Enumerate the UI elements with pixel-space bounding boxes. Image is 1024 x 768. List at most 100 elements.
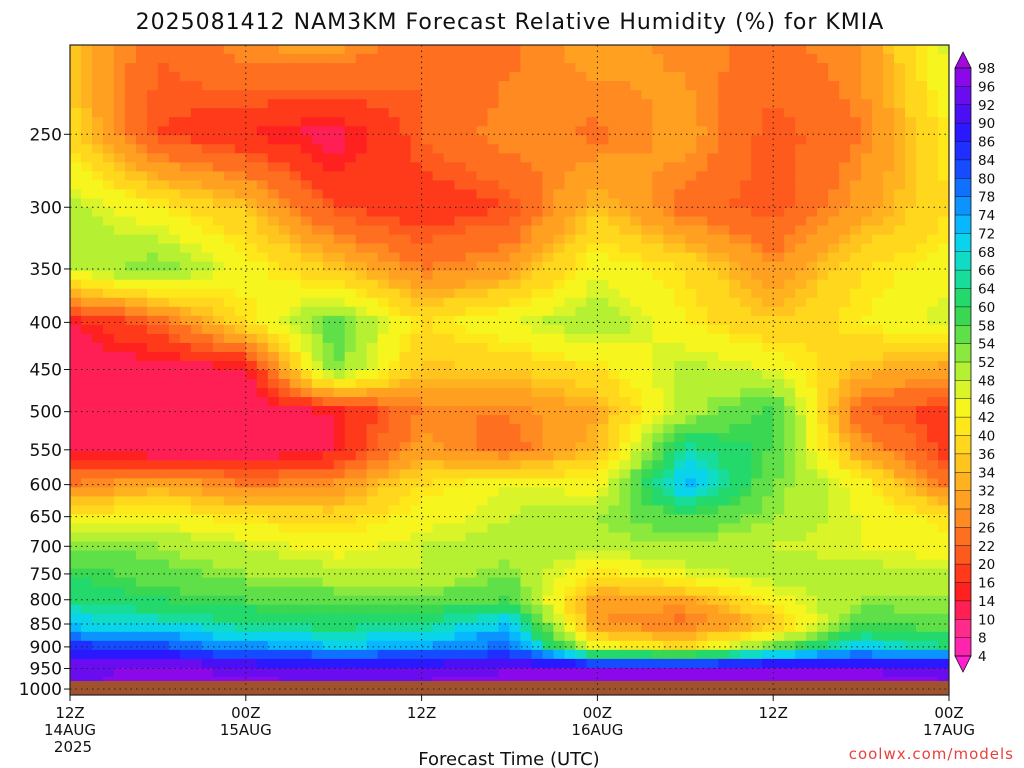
rh-cell bbox=[509, 252, 522, 263]
rh-cell bbox=[861, 135, 873, 145]
rh-cell bbox=[432, 315, 445, 326]
rh-cell bbox=[443, 559, 456, 570]
rh-cell bbox=[674, 99, 686, 109]
rh-cell bbox=[201, 550, 214, 561]
rh-cell bbox=[498, 424, 511, 434]
rh-cell bbox=[102, 252, 115, 263]
rh-cell bbox=[938, 586, 949, 597]
rh-cell bbox=[619, 433, 631, 443]
rh-cell bbox=[641, 460, 653, 470]
rh-cell bbox=[839, 550, 851, 561]
rh-cell bbox=[344, 397, 357, 407]
rh-cell bbox=[795, 360, 807, 371]
rh-cell bbox=[102, 270, 115, 281]
rh-cell bbox=[894, 460, 906, 470]
rh-cell bbox=[223, 108, 236, 118]
rh-cell bbox=[421, 99, 434, 109]
rh-cell bbox=[531, 207, 544, 218]
rh-cell bbox=[685, 153, 697, 163]
rh-cell bbox=[542, 243, 555, 254]
rh-cell bbox=[355, 586, 368, 597]
rh-cell bbox=[729, 126, 741, 136]
rh-cell bbox=[443, 81, 456, 91]
rh-cell bbox=[190, 586, 203, 597]
rh-cell bbox=[135, 433, 148, 443]
rh-cell bbox=[102, 397, 115, 407]
rh-cell bbox=[883, 478, 895, 488]
rh-cell bbox=[487, 108, 500, 118]
rh-cell bbox=[421, 207, 434, 218]
rh-cell bbox=[135, 397, 148, 407]
rh-cell bbox=[872, 379, 884, 389]
rh-cell bbox=[564, 415, 577, 425]
rh-cell bbox=[344, 604, 357, 615]
rh-cell bbox=[520, 108, 533, 118]
rh-cell bbox=[597, 397, 609, 407]
rh-cell bbox=[520, 153, 533, 163]
rh-cell bbox=[663, 406, 675, 416]
rh-cell bbox=[70, 595, 82, 606]
rh-cell bbox=[399, 180, 412, 191]
rh-cell bbox=[498, 135, 511, 145]
rh-cell bbox=[883, 342, 895, 353]
rh-cell bbox=[201, 216, 214, 227]
rh-cell bbox=[938, 252, 949, 263]
rh-cell bbox=[751, 270, 763, 281]
rh-cell bbox=[608, 397, 620, 407]
rh-cell bbox=[696, 406, 708, 416]
rh-cell bbox=[685, 333, 697, 344]
rh-cell bbox=[443, 550, 456, 561]
rh-cell bbox=[300, 234, 313, 245]
rh-cell bbox=[454, 424, 467, 434]
rh-cell bbox=[630, 180, 642, 191]
rh-cell bbox=[487, 469, 500, 479]
rh-cell bbox=[872, 442, 884, 452]
rh-cell bbox=[212, 370, 225, 380]
rh-cell bbox=[630, 550, 642, 561]
rh-cell bbox=[839, 324, 851, 335]
rh-cell bbox=[938, 207, 949, 218]
rh-cell bbox=[773, 505, 785, 516]
rh-cell bbox=[608, 360, 620, 371]
rh-cell bbox=[729, 54, 741, 64]
rh-cell bbox=[124, 90, 137, 100]
rh-cell bbox=[718, 135, 730, 145]
rh-cell bbox=[531, 559, 544, 570]
rh-cell bbox=[795, 144, 807, 154]
rh-cell bbox=[795, 297, 807, 308]
rh-cell bbox=[91, 252, 104, 263]
rh-cell bbox=[278, 388, 291, 398]
rh-cell bbox=[256, 135, 269, 145]
rh-cell bbox=[80, 180, 93, 191]
rh-cell bbox=[168, 180, 181, 191]
rh-cell bbox=[784, 559, 796, 570]
rh-cell bbox=[872, 478, 884, 488]
rh-cell bbox=[190, 162, 203, 172]
rh-cell bbox=[465, 72, 478, 82]
rh-cell bbox=[685, 505, 697, 516]
rh-cell bbox=[806, 324, 818, 335]
rh-cell bbox=[410, 45, 423, 55]
rh-cell bbox=[652, 388, 664, 398]
rh-cell bbox=[454, 270, 467, 281]
rh-cell bbox=[762, 54, 774, 64]
rh-cell bbox=[784, 577, 796, 588]
rh-cell bbox=[333, 586, 346, 597]
rh-cell bbox=[696, 180, 708, 191]
rh-cell bbox=[146, 514, 159, 525]
rh-cell bbox=[542, 424, 555, 434]
rh-cell bbox=[267, 415, 280, 425]
rh-cell bbox=[927, 505, 939, 516]
rh-cell bbox=[520, 568, 533, 579]
rh-cell bbox=[454, 234, 467, 245]
rh-cell bbox=[399, 198, 412, 209]
rh-cell bbox=[542, 297, 555, 308]
rh-cell bbox=[278, 180, 291, 191]
rh-cell bbox=[465, 397, 478, 407]
rh-cell bbox=[454, 153, 467, 163]
rh-cell bbox=[234, 514, 247, 525]
rh-cell bbox=[267, 279, 280, 290]
rh-cell bbox=[795, 252, 807, 263]
rh-cell bbox=[542, 397, 555, 407]
rh-cell bbox=[289, 442, 302, 452]
